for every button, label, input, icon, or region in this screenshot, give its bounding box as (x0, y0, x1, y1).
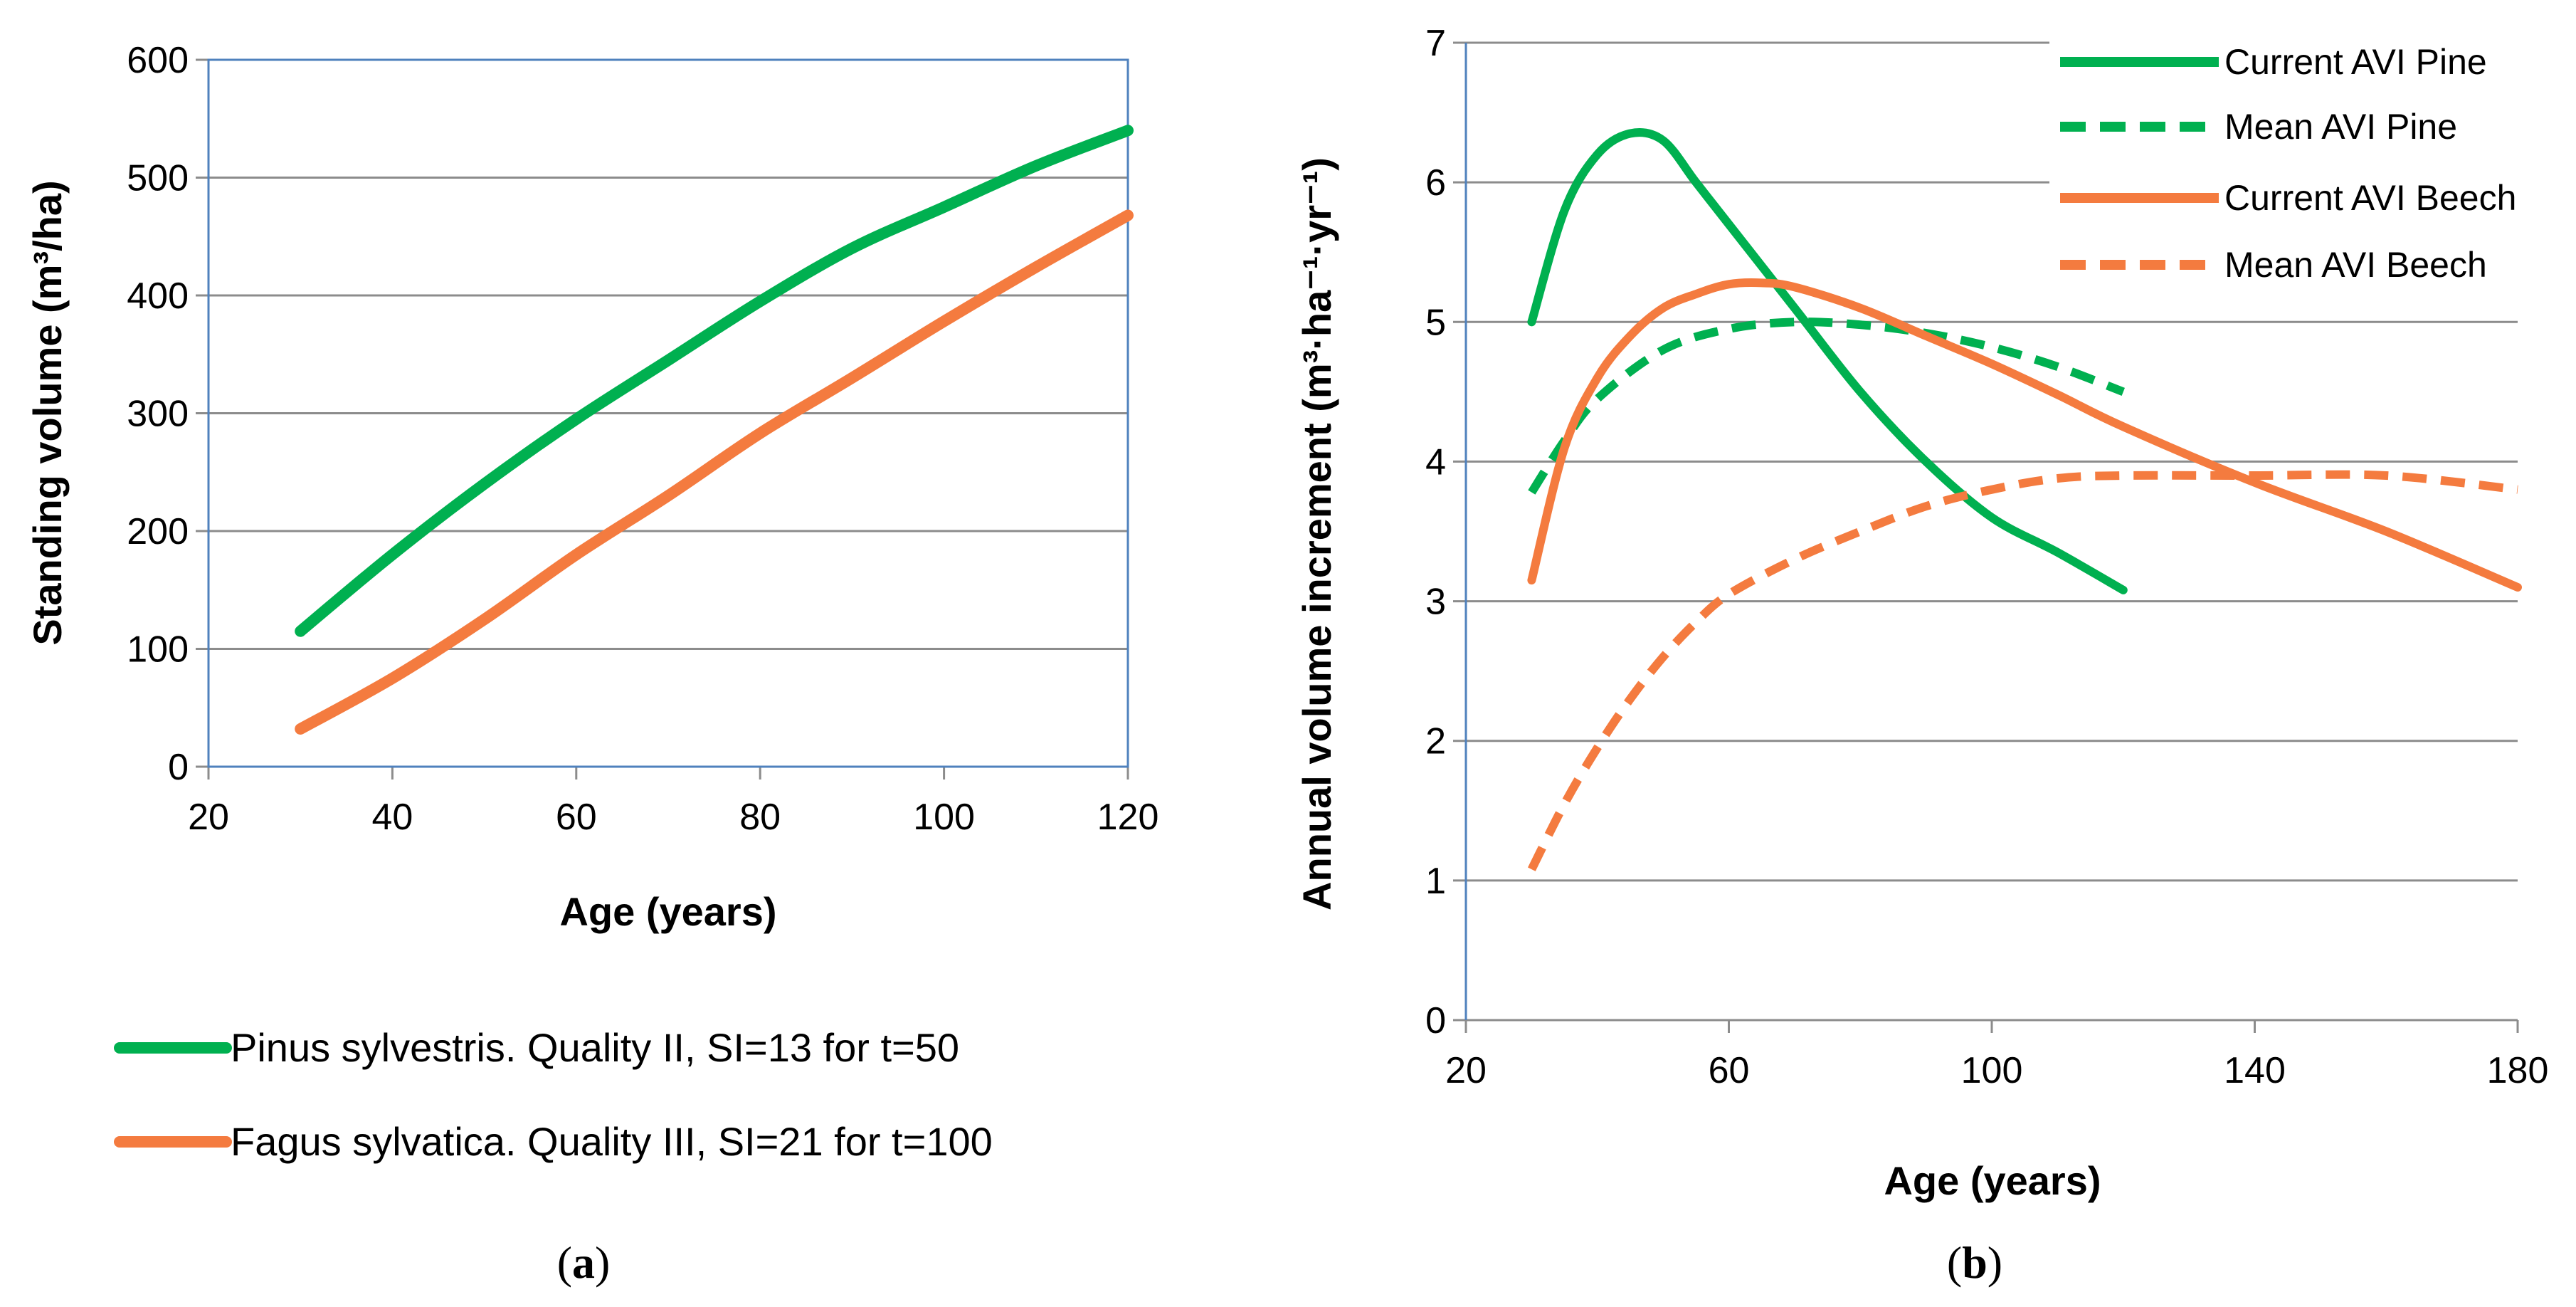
panel-a-series-fagus-sylvatica-quality-iii-si-21-for-t-100 (295, 209, 1134, 735)
panel-b-x-tick-label: 60 (1709, 1050, 1750, 1091)
panel-a-y-tick-labels: 0 100 200 300 400 500 600 (127, 40, 189, 788)
panel-a-x-tick-label: 20 (188, 797, 229, 838)
panel-a-x-tick-label: 100 (913, 797, 975, 838)
panel-a-series-pinus-sylvestris-quality-ii-si-13-for-t-50 (295, 125, 1134, 637)
panel-a-x-axis-label: Age (years) (559, 889, 776, 934)
panel-b-series (1527, 128, 2522, 871)
panel-a-y-tick-label: 0 (168, 747, 189, 788)
panel-b-legend: Current AVI Pine Mean AVI Pine Current A… (2049, 28, 2548, 306)
panel-a-series (295, 125, 1134, 735)
panel-a-legend-label-beech: Fagus sylvatica. Quality III, SI=21 for … (231, 1119, 993, 1164)
panel-a-y-tick-label: 200 (127, 511, 189, 552)
panel-b-series-mean-avi-beech (1528, 470, 2518, 871)
panel-b-x-tick-label: 180 (2487, 1050, 2549, 1091)
panel-b-x-tick-label: 140 (2224, 1050, 2286, 1091)
panel-a-label: (a) (557, 1237, 611, 1288)
panel-b-y-axis-label: Annual volume increment (m³·ha⁻¹·yr⁻¹) (1294, 157, 1339, 910)
panel-b-y-tick-label: 4 (1425, 441, 1446, 483)
panel-b-y-tick-label: 6 (1425, 162, 1446, 204)
panel-b-y-tick-label: 3 (1425, 582, 1446, 623)
panel-b-y-tick-label: 7 (1425, 23, 1446, 64)
panel-a-plot-frame (207, 58, 1129, 768)
panel-b-legend-label-current-beech: Current AVI Beech (2224, 178, 2516, 218)
panel-b-x-tick-label: 20 (1445, 1050, 1487, 1091)
panel-a-chart: 0 100 200 300 400 500 600 20 40 60 80 100 120 Stand… (25, 40, 1158, 1288)
panel-b-y-tick-label: 0 (1425, 1000, 1446, 1041)
panel-a-gridlines (196, 58, 1129, 780)
panel-b-y-tick-labels: 0 1 2 3 4 5 6 7 (1425, 23, 1446, 1041)
panel-a-y-tick-label: 500 (127, 158, 189, 199)
panel-b-series-current-avi-beech (1527, 278, 2522, 592)
panel-b-series-mean-avi-pine (1528, 317, 2125, 495)
panel-a-x-tick-label: 120 (1097, 797, 1159, 838)
panel-b-legend-label-current-pine: Current AVI Pine (2224, 42, 2487, 82)
panel-a-y-tick-label: 300 (127, 394, 189, 435)
panel-a-x-tick-label: 60 (556, 797, 597, 838)
panel-a-legend-label-pine: Pinus sylvestris. Quality II, SI=13 for … (231, 1025, 959, 1070)
panel-b-legend-background (2049, 28, 2548, 306)
panel-b-chart: 0 1 2 3 4 5 6 7 20 60 100 140 180 Annual volume inc… (1294, 23, 2548, 1288)
panel-b-x-tick-label: 100 (1961, 1050, 2023, 1091)
panel-a-x-tick-label: 40 (371, 797, 413, 838)
panel-a-x-tick-label: 80 (739, 797, 781, 838)
panel-b-legend-label-mean-beech: Mean AVI Beech (2224, 245, 2487, 285)
panel-a-y-axis-label: Standing volume (m³/ha) (25, 180, 70, 645)
panel-b-y-tick-label: 5 (1425, 302, 1446, 343)
panel-b-legend-label-mean-pine: Mean AVI Pine (2224, 107, 2457, 147)
panel-a-y-tick-label: 100 (127, 629, 189, 671)
panel-b-x-axis-label: Age (years) (1884, 1158, 2101, 1203)
panel-b-label: (b) (1947, 1237, 2002, 1288)
panel-a-y-tick-label: 400 (127, 275, 189, 317)
panel-b-series-current-avi-pine (1527, 128, 2128, 594)
panel-b-x-tick-labels: 20 60 100 140 180 (1445, 1050, 2548, 1091)
panel-a-y-tick-label: 600 (127, 40, 189, 81)
panel-b-y-tick-label: 2 (1425, 721, 1446, 762)
panel-b-y-tick-label: 1 (1425, 861, 1446, 902)
panel-a-x-tick-labels: 20 40 60 80 100 120 (188, 797, 1158, 838)
panel-a-legend: Pinus sylvestris. Quality II, SI=13 for … (114, 1025, 993, 1164)
